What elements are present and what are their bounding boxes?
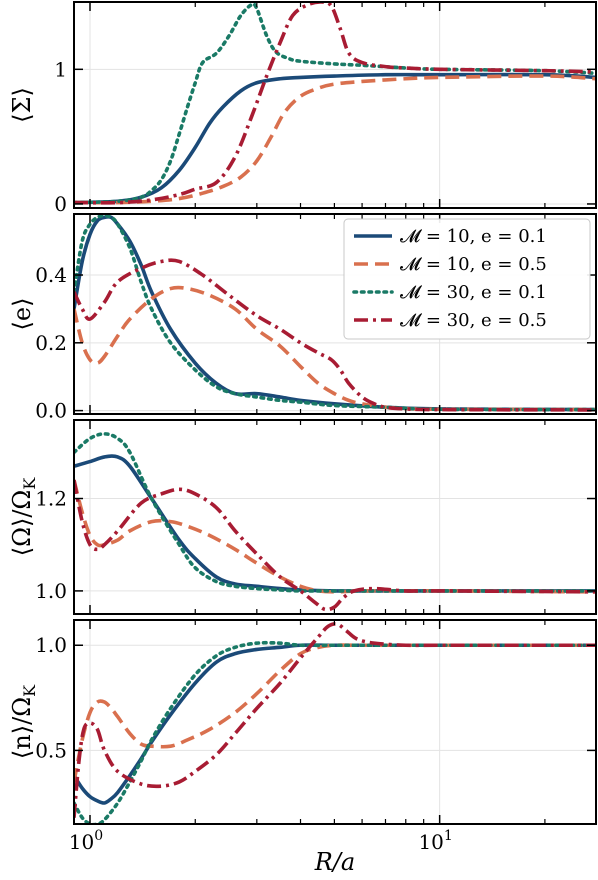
y-tick-label: 1.0 bbox=[35, 633, 67, 657]
legend-box bbox=[343, 218, 591, 340]
series-line-M10_e05 bbox=[74, 643, 596, 783]
legend: 𝓜 = 10, e = 0.1 𝓜 = 10, e = 0.5 𝓜 = 30, e … bbox=[343, 218, 591, 340]
y-tick-label: 1.2 bbox=[35, 487, 67, 511]
legend-label: 𝓜 = 30, e = 0.1 bbox=[400, 282, 547, 303]
series-line-M30_e01 bbox=[74, 640, 596, 824]
series-line-M30_e05 bbox=[74, 258, 596, 412]
axes-frame bbox=[73, 419, 597, 615]
x-axis-label: R/a bbox=[314, 848, 355, 876]
series-line-M30_e05 bbox=[74, 622, 596, 818]
series-line-M30_e05 bbox=[74, 479, 596, 612]
panel-3: 1.0 1.2⟨Ω⟩/ΩK bbox=[8, 419, 597, 615]
legend-label: 𝓜 = 30, e = 0.5 bbox=[400, 310, 547, 331]
y-tick-label: 0.5 bbox=[35, 738, 67, 762]
y-tick-label: 0 bbox=[54, 192, 67, 216]
axes-frame bbox=[73, 619, 597, 825]
y-axis-label: ⟨Ω⟩/ΩK bbox=[8, 477, 39, 557]
series-line-M30_e01 bbox=[74, 214, 596, 412]
x-tick-label: 101 bbox=[418, 828, 452, 854]
series-line-M10_e01 bbox=[74, 214, 596, 412]
y-tick-label: 0.2 bbox=[35, 331, 67, 355]
y-axis-label: ⟨e⟩ bbox=[8, 298, 36, 331]
series-line-M30_e05 bbox=[74, 2, 596, 205]
y-tick-label: 1 bbox=[54, 57, 67, 81]
series-group bbox=[74, 2, 596, 205]
y-tick-label: 0.4 bbox=[35, 263, 67, 287]
series-line-M10_e01 bbox=[74, 643, 596, 805]
series-group bbox=[74, 432, 596, 612]
axes-frame bbox=[73, 213, 597, 415]
y-tick-label: 0.0 bbox=[35, 399, 67, 423]
series-group bbox=[74, 622, 596, 824]
series-line-M10_e05 bbox=[74, 285, 596, 412]
y-axis-label: ⟨n⟩/ΩK bbox=[8, 684, 39, 759]
axes-frame bbox=[73, 1, 597, 209]
series-line-M30_e01 bbox=[74, 432, 596, 593]
series-group bbox=[74, 214, 596, 412]
series-line-M10_e05 bbox=[74, 74, 596, 205]
panel-4: 0.5 1.0 ⟨n⟩/ΩK bbox=[8, 619, 597, 825]
panel-2: 0.0 0.2 0.4 ⟨e⟩ bbox=[8, 213, 597, 423]
series-line-M10_e01 bbox=[74, 72, 596, 205]
x-tick-label: 100 bbox=[69, 828, 103, 854]
panel-1: 0 1 ⟨Σ⟩ bbox=[8, 1, 597, 216]
series-line-M10_e01 bbox=[74, 454, 596, 593]
legend-label: 𝓜 = 10, e = 0.1 bbox=[400, 226, 547, 247]
y-axis-label: ⟨Σ⟩ bbox=[8, 87, 36, 123]
series-line-M30_e01 bbox=[74, 2, 596, 205]
y-tick-label: 1.0 bbox=[35, 579, 67, 603]
legend-label: 𝓜 = 10, e = 0.5 bbox=[400, 254, 547, 275]
